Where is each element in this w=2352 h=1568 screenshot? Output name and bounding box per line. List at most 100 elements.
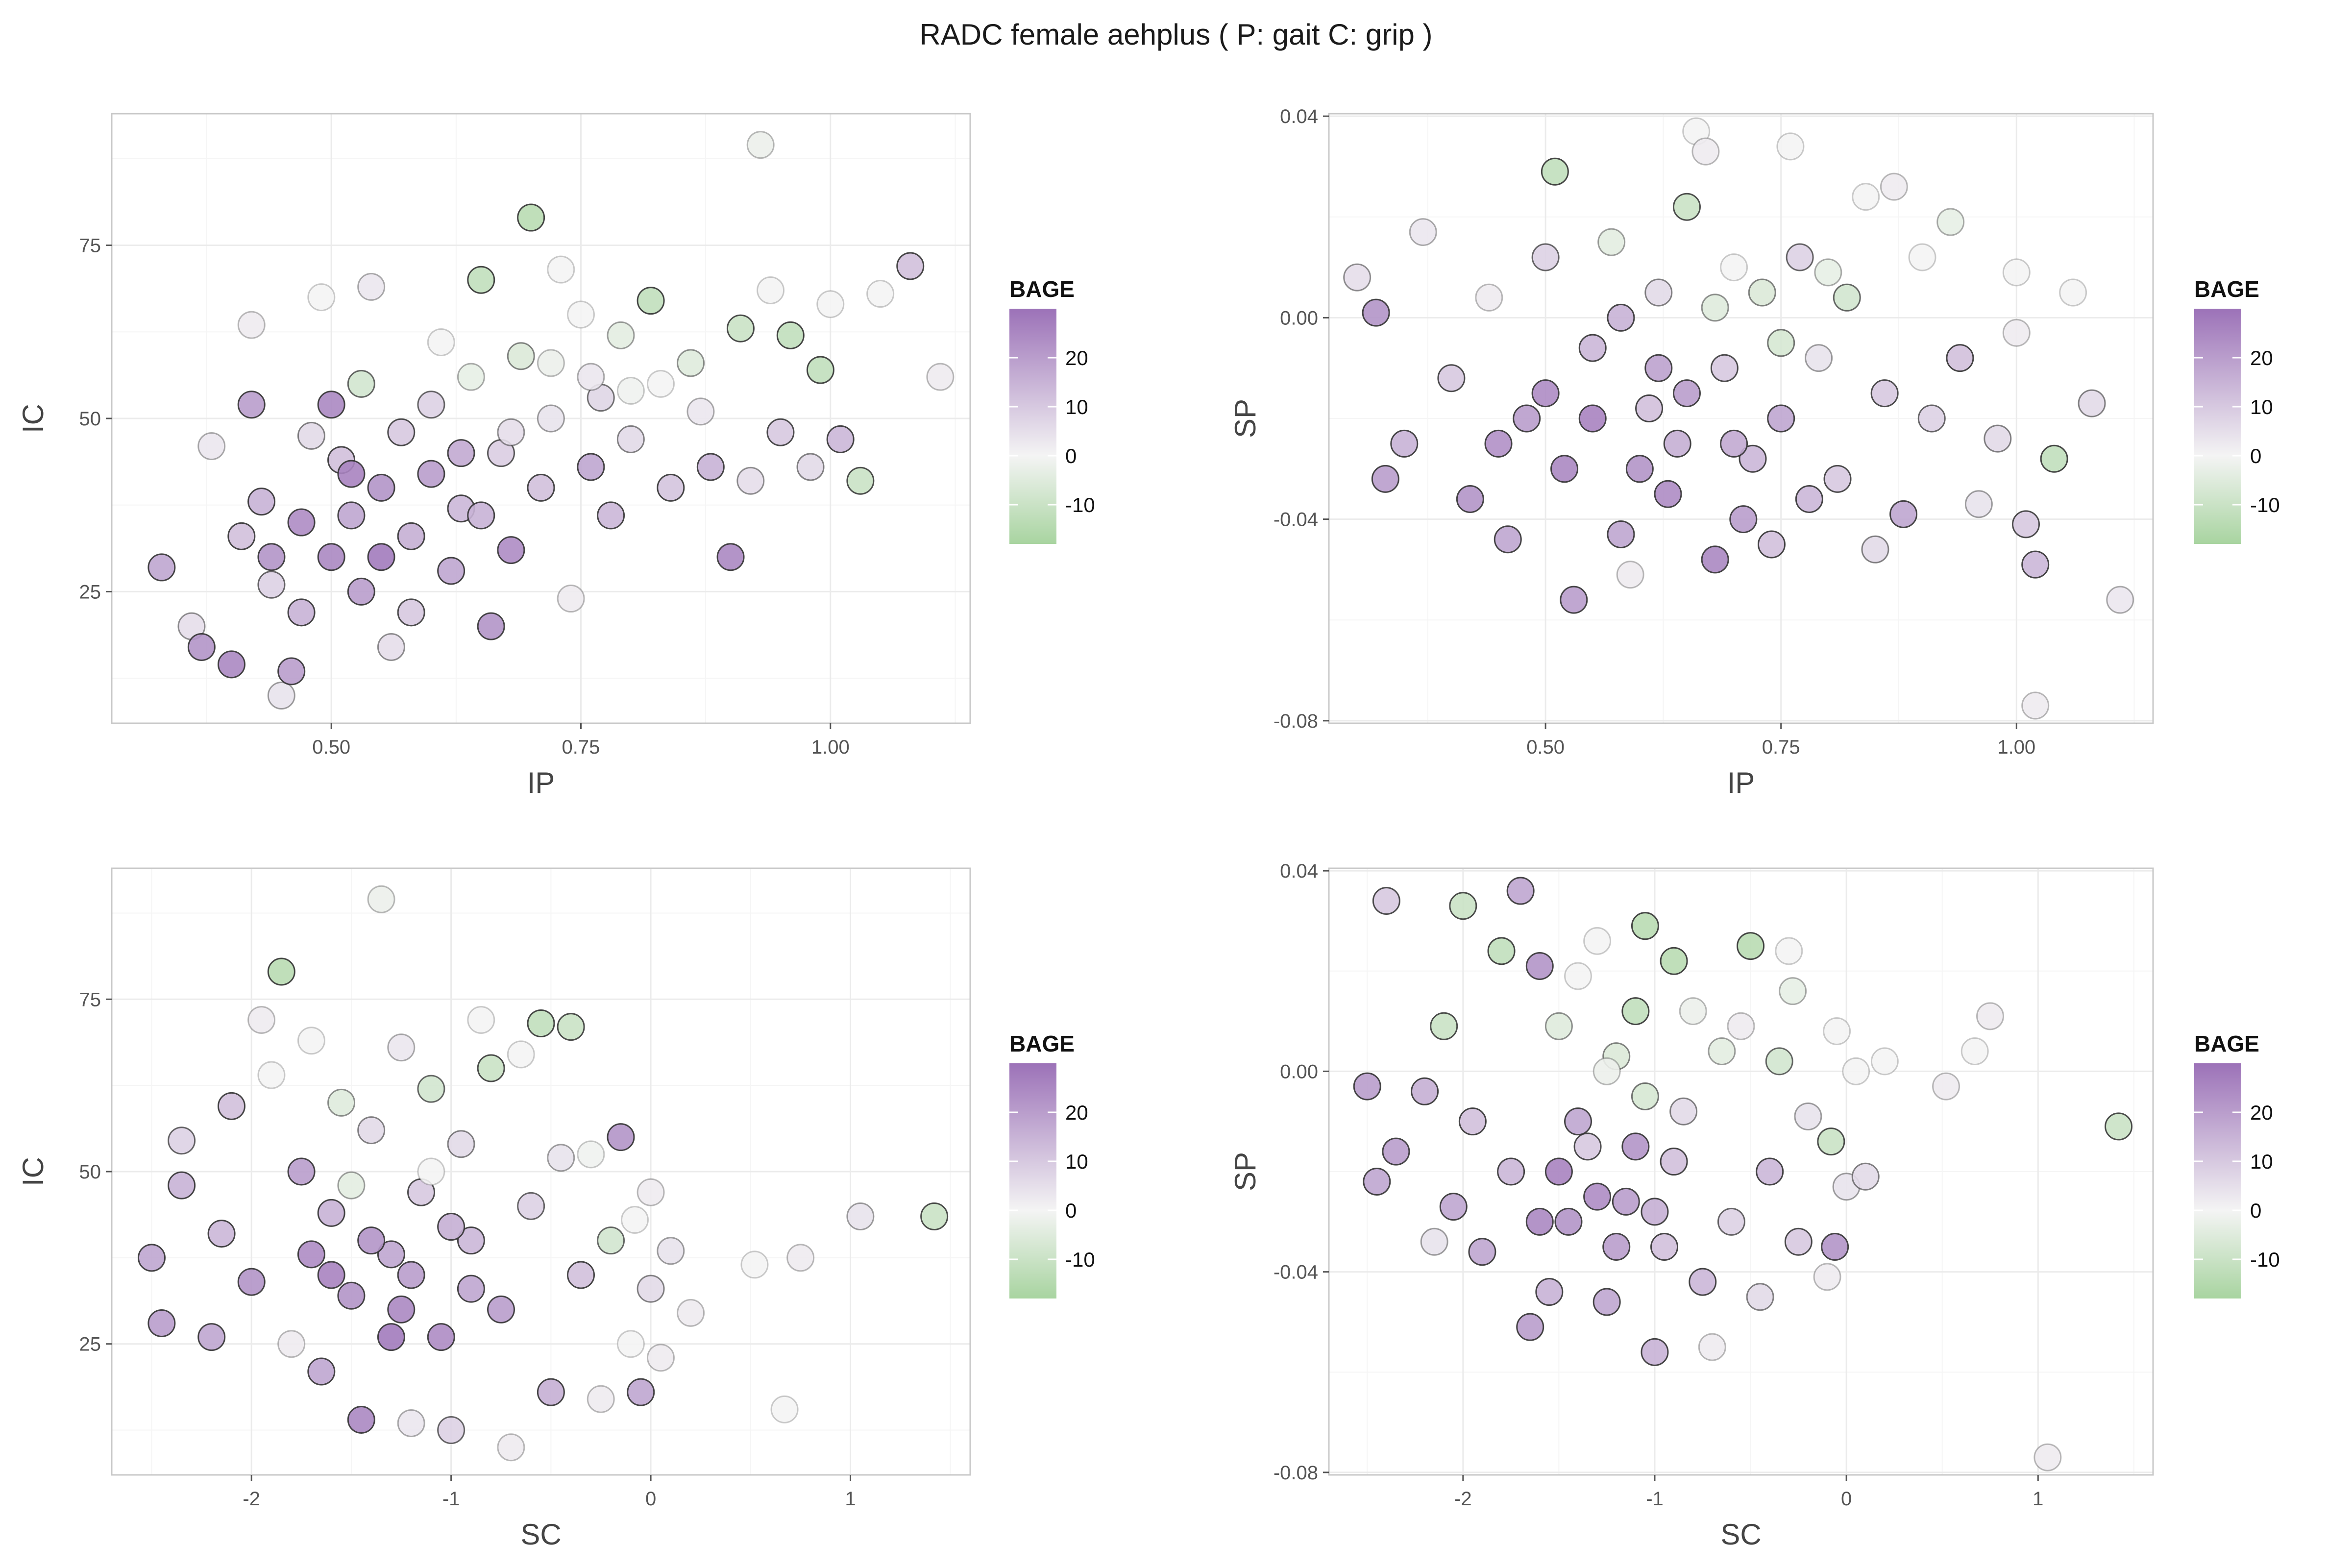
- data-point: [427, 328, 455, 356]
- data-point: [307, 283, 336, 312]
- x-axis-title: IP: [1727, 766, 1755, 799]
- data-point: [866, 280, 895, 308]
- data-point: [1456, 485, 1484, 513]
- data-point: [1554, 1207, 1583, 1236]
- data-point: [677, 1298, 705, 1327]
- data-point: [746, 131, 775, 159]
- data-point: [1946, 344, 1974, 372]
- data-point: [527, 1009, 555, 1038]
- panel-border: [1328, 113, 2154, 724]
- data-point: [2059, 278, 2087, 307]
- data-point: [427, 1323, 455, 1351]
- data-point: [137, 1244, 166, 1272]
- data-point: [537, 349, 565, 377]
- data-point: [1592, 1288, 1621, 1316]
- legend-title: BAGE: [1009, 276, 1075, 302]
- data-point: [770, 1395, 799, 1423]
- data-point: [1516, 1313, 1544, 1341]
- data-point: [1650, 1232, 1679, 1261]
- data-point: [517, 203, 545, 232]
- bage-legend: BAGE 20 10 0 -10: [2194, 276, 2280, 544]
- data-point: [227, 522, 256, 550]
- data-point: [317, 391, 345, 419]
- legend-tick-label: 10: [1065, 395, 1088, 418]
- legend-tick-label: -10: [1065, 493, 1095, 516]
- bage-legend: BAGE 20 10 0 -10: [2194, 1031, 2280, 1298]
- data-point: [1362, 298, 1390, 327]
- y-tick-label: 25: [79, 581, 101, 603]
- data-point: [1698, 1333, 1726, 1361]
- data-point: [1757, 530, 1786, 559]
- data-point: [1976, 1002, 2005, 1030]
- y-tick-label: -0.08: [1274, 710, 1318, 732]
- data-point: [1794, 1102, 1822, 1130]
- data-point: [1550, 455, 1579, 483]
- data-point: [826, 425, 855, 453]
- data-point: [1672, 193, 1701, 221]
- data-point: [247, 488, 276, 516]
- data-point: [327, 1088, 356, 1117]
- data-point: [627, 1378, 655, 1406]
- data-point: [497, 418, 525, 446]
- data-point: [1936, 208, 1965, 236]
- data-point: [147, 553, 176, 582]
- data-point: [387, 418, 416, 446]
- data-point: [377, 633, 405, 661]
- data-point: [716, 543, 745, 571]
- data-point: [1372, 887, 1400, 915]
- legend-tick-label: 0: [1065, 444, 1077, 467]
- data-point: [1525, 952, 1554, 980]
- data-point: [1564, 1107, 1592, 1136]
- data-point: [1535, 1278, 1564, 1306]
- data-point: [1641, 1198, 1669, 1226]
- data-point: [696, 453, 725, 481]
- data-point: [1607, 520, 1635, 548]
- data-point: [267, 681, 295, 710]
- data-point: [1691, 137, 1720, 166]
- legend-tick-label: 20: [2250, 346, 2273, 369]
- data-point: [1625, 455, 1654, 483]
- data-point: [168, 1127, 196, 1155]
- y-tick-label: 0.00: [1280, 1061, 1318, 1082]
- data-point: [197, 432, 226, 461]
- data-point: [417, 391, 445, 419]
- data-point: [1353, 1072, 1381, 1101]
- data-point: [537, 1378, 565, 1406]
- data-point: [1851, 1162, 1880, 1191]
- x-tick-label: -2: [243, 1488, 260, 1510]
- data-point: [397, 1409, 425, 1437]
- x-tick-label: 1: [845, 1488, 856, 1510]
- data-point: [1644, 278, 1673, 307]
- data-point: [1805, 344, 1833, 372]
- data-point: [1641, 1338, 1669, 1366]
- data-point: [1720, 429, 1748, 458]
- x-tick-label: 0: [645, 1488, 656, 1510]
- data-point: [1672, 379, 1701, 408]
- data-point: [1701, 545, 1729, 574]
- x-tick-label: 1.00: [1997, 736, 2035, 758]
- data-point: [1660, 947, 1688, 975]
- legend-colorbar: [1009, 309, 1056, 544]
- data-point: [367, 543, 395, 571]
- data-point: [1889, 500, 1918, 528]
- data-point: [1746, 1283, 1774, 1311]
- data-point: [646, 1344, 675, 1372]
- data-point: [197, 1323, 226, 1351]
- legend-tick-label: 10: [2250, 1150, 2273, 1173]
- chart-title: RADC female aehplus ( P: gait C: grip ): [919, 18, 1433, 51]
- data-point: [1775, 937, 1803, 965]
- data-point: [547, 255, 575, 284]
- data-point: [487, 1295, 515, 1323]
- data-point: [507, 342, 535, 370]
- data-point: [1717, 1207, 1745, 1236]
- data-point: [1439, 1193, 1468, 1221]
- legend-title: BAGE: [2194, 276, 2259, 302]
- data-point: [1960, 1037, 1989, 1065]
- data-point: [1823, 465, 1852, 493]
- data-point: [1823, 1017, 1851, 1046]
- data-point: [257, 1061, 286, 1089]
- data-point: [1779, 977, 1807, 1005]
- legend-colorbar: [2194, 1063, 2241, 1298]
